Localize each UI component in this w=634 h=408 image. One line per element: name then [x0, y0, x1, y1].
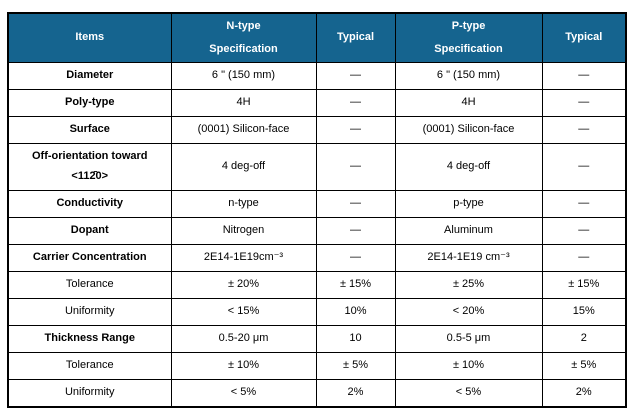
item-cell: Dopant — [7, 217, 172, 245]
n-typical-cell: — — [315, 143, 396, 191]
p-typical-cell: ± 5% — [541, 352, 627, 380]
n-typical-cell: — — [315, 62, 396, 90]
p-spec-cell: ± 25% — [394, 271, 543, 299]
p-spec-cell: 6 " (150 mm) — [394, 62, 543, 90]
header-items: Items — [7, 12, 172, 63]
n-spec-cell: 4 deg-off — [170, 143, 317, 191]
table-row: Poly-type 4H —4H — — [7, 89, 627, 117]
item-cell: Carrier Concentration — [7, 244, 172, 272]
table-row: Dopant Nitrogen — Aluminum — — [7, 217, 627, 245]
table-row: Uniformity < 15% 10% < 20% 15% — [7, 298, 627, 326]
item-cell: Poly-type — [7, 89, 172, 117]
p-typical-cell: ± 15% — [541, 271, 627, 299]
p-typical-cell: 2 — [541, 325, 627, 353]
p-typical-cell: — — [541, 62, 627, 90]
table-row: Conductivity n-type — p-type — — [7, 190, 627, 218]
header-p-typical: Typical — [541, 12, 627, 63]
table-row: Tolerance ± 20% ± 15% ± 25% ± 15% — [7, 271, 627, 299]
header-n-type-specification: N-type Specification — [170, 12, 317, 63]
n-typical-cell: — — [315, 244, 396, 272]
p-spec-cell: Aluminum — [394, 217, 543, 245]
p-spec-cell: (0001) Silicon-face — [394, 116, 543, 144]
n-typical-cell: — — [315, 190, 396, 218]
table-row: Off-orientation toward <112̄0> 4 deg-off —… — [7, 143, 627, 191]
n-typical-cell: ± 5% — [315, 352, 396, 380]
n-spec-cell: 0.5-20 μm — [170, 325, 317, 353]
n-spec-cell: < 15% — [170, 298, 317, 326]
p-typical-cell: — — [541, 89, 627, 117]
p-typical-cell: 15% — [541, 298, 627, 326]
p-spec-cell: 4H — [394, 89, 543, 117]
n-spec-cell: 6 " (150 mm) — [170, 62, 317, 90]
table-row: Thickness Range 0.5-20 μm 10 0.5-5 μm 2 — [7, 325, 627, 353]
item-cell: Diameter — [7, 62, 172, 90]
n-typical-cell: 10 — [315, 325, 396, 353]
table-row: Tolerance ± 10% ± 5% ± 10% ± 5% — [7, 352, 627, 380]
item-cell: Off-orientation toward <112̄0> — [7, 143, 172, 191]
n-spec-cell: Nitrogen — [170, 217, 317, 245]
table-row: Carrier Concentration 2E14-1E19cm⁻³ —2E14-… — [7, 244, 627, 272]
p-spec-cell: 4 deg-off — [394, 143, 543, 191]
n-spec-cell: ± 20% — [170, 271, 317, 299]
p-spec-cell: 0.5-5 μm — [394, 325, 543, 353]
n-spec-cell: ± 10% — [170, 352, 317, 380]
item-cell: Surface — [7, 116, 172, 144]
n-spec-cell: 4H — [170, 89, 317, 117]
p-typical-cell: — — [541, 244, 627, 272]
p-typical-cell: 2% — [541, 379, 627, 408]
item-cell: Tolerance — [7, 352, 172, 380]
n-spec-cell: (0001) Silicon-face — [170, 116, 317, 144]
header-p-type-specification: P-type Specification — [394, 12, 543, 63]
wafer-specification-table: Items N-type Specification Typical P-typ… — [7, 12, 627, 408]
p-spec-cell: < 20% — [394, 298, 543, 326]
p-typical-cell: — — [541, 143, 627, 191]
table-body: Diameter 6 " (150 mm) —6 " (150 mm) — Poly-t… — [7, 62, 627, 408]
p-spec-cell: p-type — [394, 190, 543, 218]
n-typical-cell: — — [315, 116, 396, 144]
p-spec-cell: 2E14-1E19 cm⁻³ — [394, 244, 543, 272]
p-typical-cell: — — [541, 217, 627, 245]
table-row: Diameter 6 " (150 mm) —6 " (150 mm) — — [7, 62, 627, 90]
n-spec-cell: 2E14-1E19cm⁻³ — [170, 244, 317, 272]
item-cell: Tolerance — [7, 271, 172, 299]
table-header: Items N-type Specification Typical P-typ… — [7, 12, 627, 63]
n-spec-cell: n-type — [170, 190, 317, 218]
table-row: Surface (0001) Silicon-face — (0001) Silico… — [7, 116, 627, 144]
n-typical-cell: 10% — [315, 298, 396, 326]
n-typical-cell: — — [315, 89, 396, 117]
header-n-typical: Typical — [315, 12, 396, 63]
item-cell: Thickness Range — [7, 325, 172, 353]
p-typical-cell: — — [541, 116, 627, 144]
p-spec-cell: ± 10% — [394, 352, 543, 380]
n-typical-cell: — — [315, 217, 396, 245]
p-typical-cell: — — [541, 190, 627, 218]
header-row: Items N-type Specification Typical P-typ… — [7, 12, 627, 63]
item-cell: Conductivity — [7, 190, 172, 218]
item-cell: Uniformity — [7, 298, 172, 326]
n-typical-cell: ± 15% — [315, 271, 396, 299]
